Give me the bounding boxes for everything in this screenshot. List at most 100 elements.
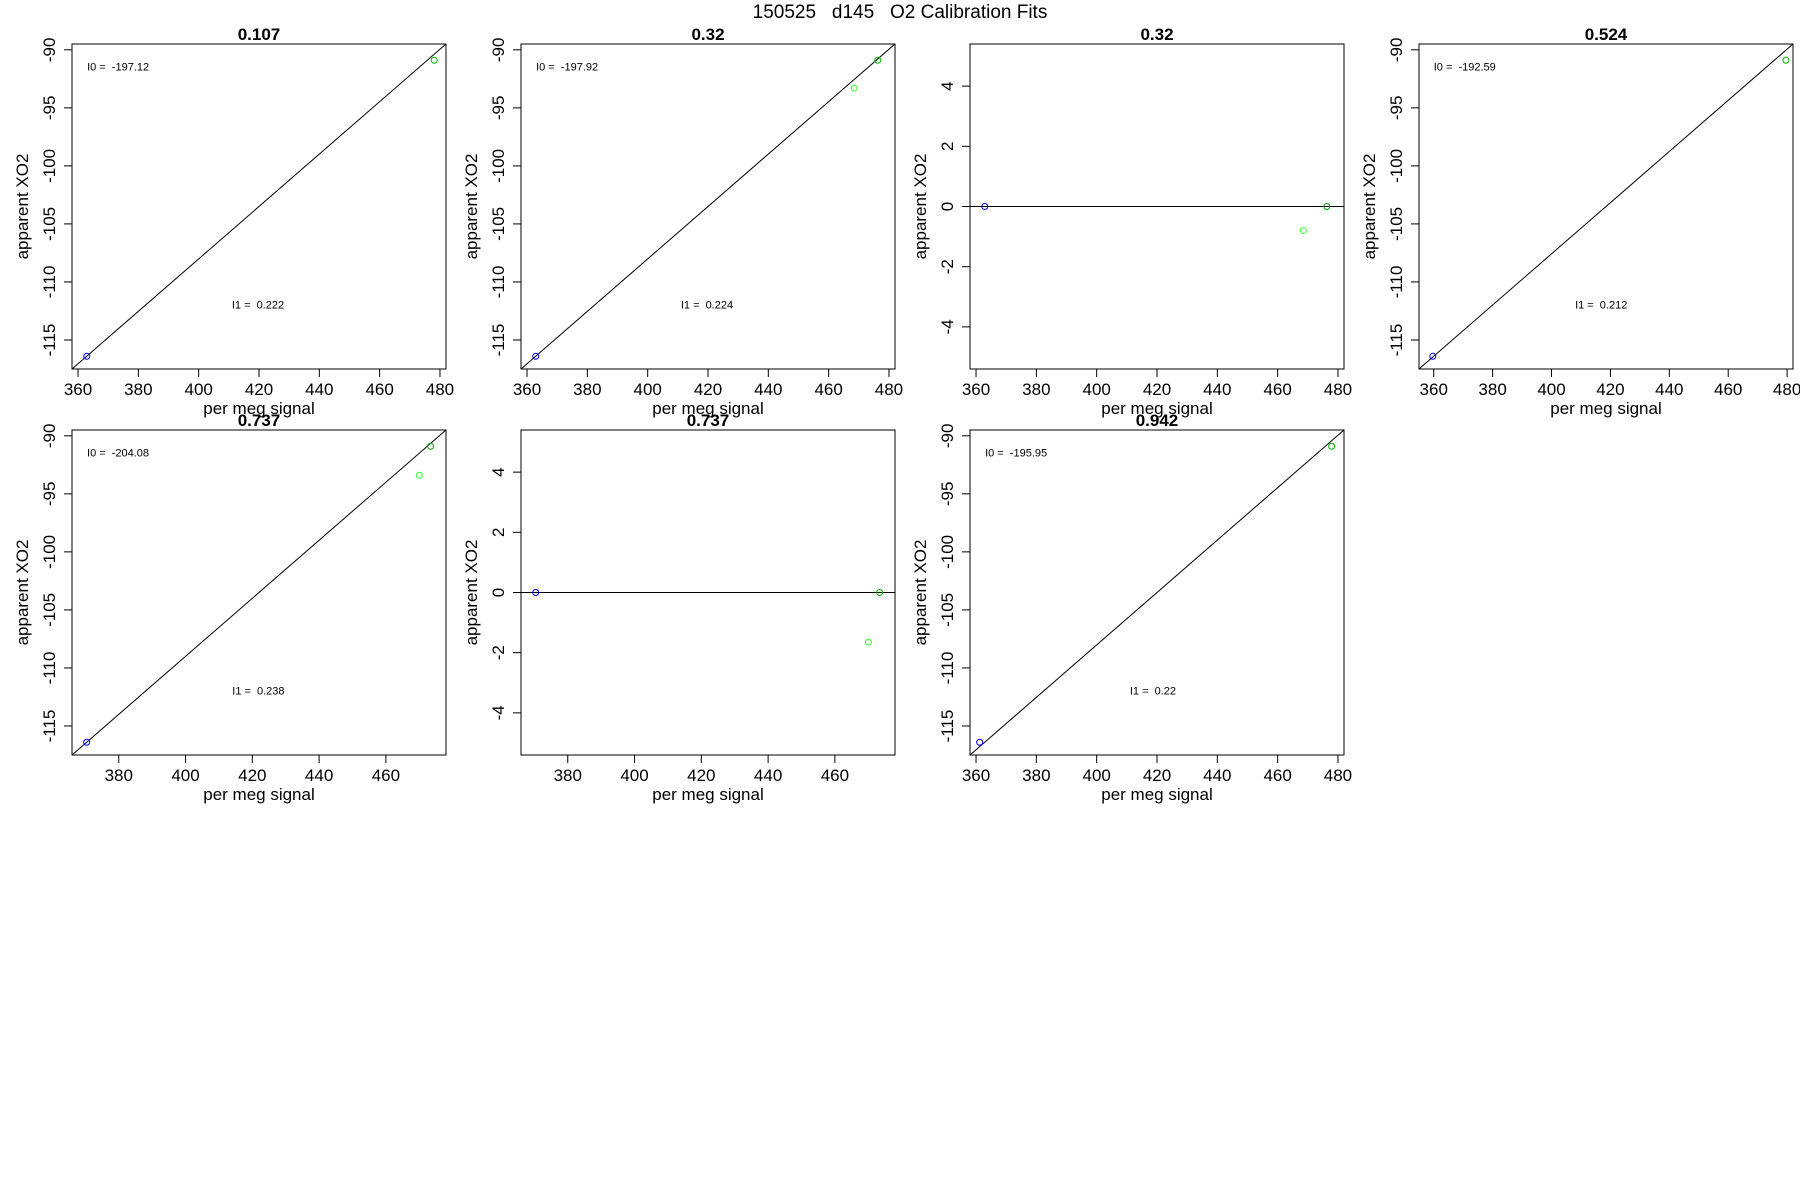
y-tick-label: -90 — [1387, 38, 1406, 63]
x-tick-label: 380 — [573, 380, 601, 399]
y-tick-label: -105 — [1387, 207, 1406, 241]
x-tick-label: 440 — [1203, 766, 1231, 785]
fit-line — [970, 430, 1344, 755]
annotation-value: 0.222 — [257, 300, 285, 312]
data-point-lightgreen — [864, 638, 872, 646]
annotation-label: I0 = — [985, 448, 1007, 460]
panel-title: 0.524 — [1585, 25, 1628, 44]
plot-frame — [71, 429, 447, 756]
x-tick-label: 440 — [1203, 380, 1231, 399]
y-tick-label: -95 — [489, 96, 508, 121]
x-tick-label: 400 — [1082, 380, 1110, 399]
x-tick-label: 380 — [1478, 380, 1506, 399]
x-tick-label: 400 — [171, 766, 199, 785]
panel-title: 0.737 — [238, 411, 281, 430]
data-point-lightgreen — [415, 471, 423, 479]
y-tick-label: -90 — [40, 424, 59, 449]
y-tick-label: -115 — [938, 710, 957, 743]
data-point-blue — [1429, 352, 1437, 360]
calibration-panel-4: 360 380 400 420 440 460 480 -115 -110 -105 -100 -95… — [1360, 25, 1800, 418]
fit-line — [521, 44, 895, 369]
fit-line — [1419, 44, 1793, 369]
x-tick-label: 440 — [305, 380, 333, 399]
y-tick-label: -90 — [489, 38, 508, 63]
y-tick-label: -110 — [40, 266, 59, 299]
y-tick-label: -110 — [938, 652, 957, 685]
data-point-darkgreen — [1323, 203, 1331, 210]
annotation-value: 0.212 — [1600, 300, 1628, 312]
x-tick-label: 460 — [372, 766, 400, 785]
annotation-label: I1 = — [1130, 686, 1152, 698]
y-tick-label: -4 — [938, 319, 957, 334]
slope-annotation: I1 = 0.22 — [1130, 686, 1176, 698]
y-tick-label: -2 — [489, 645, 508, 660]
y-tick-label: -105 — [40, 207, 59, 241]
data-point-blue — [532, 589, 540, 596]
y-tick-label: 0 — [938, 202, 957, 211]
x-axis-label: per meg signal — [1101, 785, 1213, 804]
x-tick-label: 460 — [1263, 766, 1291, 785]
data-point-lightgreen — [1299, 227, 1307, 235]
y-tick-label: -90 — [938, 424, 957, 449]
x-tick-label: 480 — [875, 380, 903, 399]
x-tick-label: 460 — [821, 766, 849, 785]
y-tick-label: -100 — [938, 535, 957, 569]
y-tick-label: 2 — [489, 528, 508, 537]
x-tick-label: 480 — [1324, 766, 1352, 785]
panel-title: 0.737 — [687, 411, 730, 430]
panel-title: 0.942 — [1136, 411, 1179, 430]
calibration-panel-5: 380 400 420 440 460 -115 -110 -105 -100 -95 -90 0.7… — [13, 411, 447, 804]
calibration-panel-3: 360 380 400 420 440 460 480 -4 -2 0 2 4 0.32 per meg … — [911, 25, 1352, 418]
y-tick-label: -100 — [40, 535, 59, 569]
y-tick-label: -105 — [938, 593, 957, 627]
y-tick-label: -105 — [489, 207, 508, 241]
x-tick-label: 420 — [1143, 766, 1171, 785]
y-tick-label: -115 — [1387, 324, 1406, 357]
x-tick-label: 440 — [305, 766, 333, 785]
x-tick-label: 420 — [687, 766, 715, 785]
y-tick-label: -2 — [938, 259, 957, 274]
y-tick-label: -4 — [489, 705, 508, 720]
y-tick-label: 4 — [489, 467, 508, 476]
y-tick-label: -100 — [40, 149, 59, 183]
data-point-darkgreen — [1782, 56, 1790, 64]
intercept-annotation: I0 = -204.08 — [87, 448, 149, 460]
annotation-label: I0 = — [87, 62, 109, 74]
annotation-value: -204.08 — [112, 448, 149, 460]
x-tick-label: 360 — [1420, 380, 1448, 399]
data-point-blue — [83, 738, 91, 746]
y-tick-label: -95 — [40, 96, 59, 121]
annotation-label: I0 = — [536, 62, 558, 74]
y-axis-label: apparent XO2 — [13, 154, 32, 260]
slope-annotation: I1 = 0.222 — [232, 300, 284, 312]
x-tick-label: 420 — [1143, 380, 1171, 399]
data-point-darkgreen — [427, 442, 435, 450]
x-tick-label: 420 — [694, 380, 722, 399]
x-tick-label: 360 — [513, 380, 541, 399]
x-tick-label: 380 — [1022, 766, 1050, 785]
y-axis-label: apparent XO2 — [911, 540, 930, 646]
x-tick-label: 400 — [184, 380, 212, 399]
y-tick-label: -115 — [40, 710, 59, 743]
y-tick-label: -115 — [489, 324, 508, 357]
x-tick-label: 380 — [554, 766, 582, 785]
annotation-value: -197.12 — [112, 62, 149, 74]
x-axis-label: per meg signal — [652, 785, 764, 804]
calibration-panel-1: 360 380 400 420 440 460 480 -115 -110 -105 -100 -95… — [13, 25, 454, 418]
x-tick-label: 400 — [620, 766, 648, 785]
calibration-panel-6: 380 400 420 440 460 -4 -2 0 2 4 0.737 per meg signa… — [462, 411, 896, 804]
data-point-darkgreen — [876, 589, 884, 596]
annotation-label: I1 = — [681, 300, 703, 312]
calibration-panel-2: 360 380 400 420 440 460 480 -115 -110 -105 -100 -95… — [462, 25, 903, 418]
data-point-lightgreen — [850, 84, 858, 92]
y-tick-label: -95 — [40, 482, 59, 507]
y-tick-label: -100 — [1387, 149, 1406, 183]
x-tick-label: 460 — [365, 380, 393, 399]
x-tick-label: 420 — [238, 766, 266, 785]
y-tick-label: -95 — [938, 482, 957, 507]
panel-title: 0.32 — [691, 25, 724, 44]
y-axis-label: apparent XO2 — [462, 540, 481, 646]
annotation-label: I1 = — [1575, 300, 1597, 312]
x-tick-label: 440 — [1655, 380, 1683, 399]
annotation-value: -192.59 — [1458, 62, 1495, 74]
